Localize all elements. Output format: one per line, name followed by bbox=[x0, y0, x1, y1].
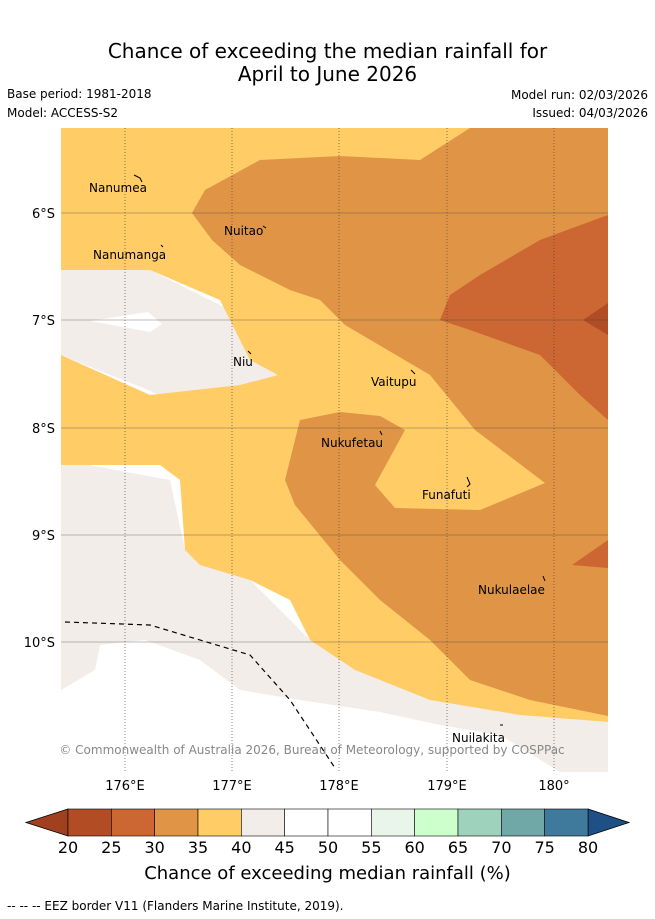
colorbar-segment bbox=[501, 808, 545, 837]
lon-label-178e: 178°E bbox=[319, 779, 359, 794]
base-period: Base period: 1981-2018 bbox=[7, 87, 152, 101]
colorbar-tick-label: 45 bbox=[274, 838, 294, 857]
lon-label-177e: 177°E bbox=[212, 779, 252, 794]
island-label-vaitupu: Vaitupu bbox=[371, 375, 417, 389]
lon-label-176e: 176°E bbox=[105, 779, 145, 794]
region-40-45 bbox=[61, 270, 608, 772]
colorbar-tick-label: 60 bbox=[404, 838, 424, 857]
colorbar-segment bbox=[197, 808, 242, 837]
colorbar-tick-label: 20 bbox=[58, 838, 78, 857]
colorbar-segment bbox=[154, 808, 199, 837]
colorbar-tick-label: 30 bbox=[144, 838, 164, 857]
island-shape-funafuti bbox=[466, 476, 471, 488]
colorbar-segment bbox=[111, 808, 155, 837]
colorbar-tick-label: 80 bbox=[578, 838, 598, 857]
model-name: Model: ACCESS-S2 bbox=[7, 106, 119, 120]
island-label-funafuti: Funafuti bbox=[422, 488, 471, 502]
island-label-nuitao: Nuitao bbox=[224, 224, 263, 238]
lat-label-8s: 8°S bbox=[32, 422, 55, 437]
colorbar-tick-label: 25 bbox=[101, 838, 121, 857]
title-line-2: April to June 2026 bbox=[237, 62, 418, 86]
island-shape-nuitao bbox=[262, 225, 267, 229]
island-label-nanumea: Nanumea bbox=[89, 181, 147, 195]
colorbar-tick-label: 65 bbox=[448, 838, 468, 857]
colorbar-under-arrow bbox=[24, 808, 69, 837]
colorbar-segment bbox=[327, 808, 372, 837]
colorbar-segment bbox=[414, 808, 459, 837]
colorbar-segment bbox=[284, 808, 329, 837]
colorbar-segment bbox=[67, 808, 112, 837]
longitude-gridlines bbox=[124, 128, 555, 772]
latitude-gridlines bbox=[61, 212, 608, 643]
island-shape-nanumanga bbox=[160, 244, 164, 248]
island-label-nukulaelae: Nukulaelae bbox=[478, 583, 545, 597]
colorbar-tick-label: 50 bbox=[318, 838, 338, 857]
region-20-25 bbox=[583, 303, 608, 335]
lat-label-10s: 10°S bbox=[24, 636, 55, 651]
island-shape-nukufetau bbox=[379, 430, 383, 436]
eez-border bbox=[64, 621, 336, 769]
island-shapes bbox=[133, 174, 546, 726]
colorbar-segment bbox=[544, 808, 589, 837]
title-line-1: Chance of exceeding the median rainfall … bbox=[107, 39, 548, 63]
map-plot-area: Nanumea Nuitao Nanumanga Niu Vaitupu Nuk… bbox=[59, 128, 608, 772]
copyright-notice: © Commonwealth of Australia 2026, Bureau… bbox=[59, 743, 564, 757]
colorbar-tick-label: 75 bbox=[534, 838, 554, 857]
colorbar-tick-label: 35 bbox=[188, 838, 208, 857]
island-label-nanumanga: Nanumanga bbox=[93, 248, 166, 262]
colorbar-over-arrow bbox=[587, 808, 631, 837]
island-shape-nukulaelae bbox=[542, 575, 546, 582]
island-shape-nanumea bbox=[133, 174, 143, 183]
region-25-30-south bbox=[572, 540, 608, 568]
colorbar-label: Chance of exceeding median rainfall (%) bbox=[144, 863, 511, 884]
colorbar-tick-label: 70 bbox=[491, 838, 511, 857]
issued-date: Issued: 04/03/2026 bbox=[532, 106, 648, 120]
longitude-labels: 176°E 177°E 178°E 179°E 180° bbox=[105, 779, 569, 794]
colorbar-segment bbox=[371, 808, 415, 837]
colorbar: 20 25 30 35 40 45 50 55 60 65 70 75 80 bbox=[24, 808, 631, 857]
colorbar-segment bbox=[241, 808, 285, 837]
region-25-30 bbox=[440, 215, 608, 420]
lon-label-180: 180° bbox=[538, 779, 569, 794]
lat-label-7s: 7°S bbox=[32, 314, 55, 329]
lat-label-9s: 9°S bbox=[32, 529, 55, 544]
model-run: Model run: 02/03/2026 bbox=[510, 88, 648, 102]
colorbar-tick-label: 40 bbox=[231, 838, 251, 857]
colorbar-segment bbox=[457, 808, 502, 837]
island-labels: Nanumea Nuitao Nanumanga Niu Vaitupu Nuk… bbox=[89, 181, 545, 745]
chart-title: Chance of exceeding the median rainfall … bbox=[0, 40, 655, 86]
eez-footnote: -- -- -- EEZ border V11 (Flanders Marine… bbox=[7, 899, 344, 913]
island-label-niu: Niu bbox=[233, 355, 253, 369]
region-45-50-patch bbox=[90, 312, 162, 332]
island-label-nukufetau: Nukufetau bbox=[321, 436, 383, 450]
latitude-labels: 6°S 7°S 8°S 9°S 10°S bbox=[24, 207, 55, 651]
lat-label-6s: 6°S bbox=[32, 207, 55, 222]
island-label-nuilakita: Nuilakita bbox=[452, 731, 505, 745]
colorbar-tick-label: 55 bbox=[361, 838, 381, 857]
lon-label-179e: 179°E bbox=[427, 779, 467, 794]
island-shape-vaitupu bbox=[410, 369, 416, 375]
region-45-50-south bbox=[61, 640, 560, 772]
island-shape-niu bbox=[247, 350, 252, 355]
